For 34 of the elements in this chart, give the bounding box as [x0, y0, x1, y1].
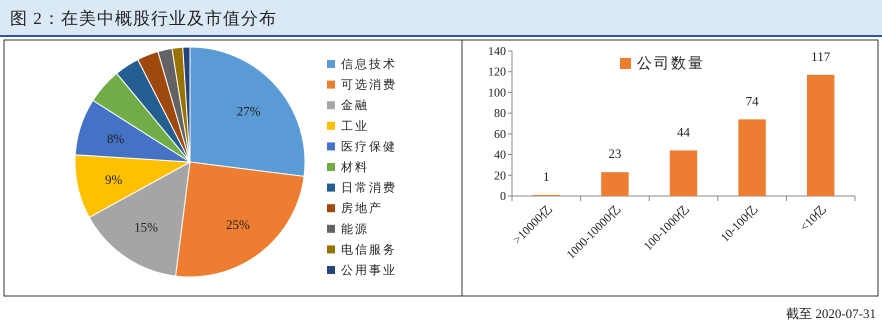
legend-label: 公司数量	[637, 55, 705, 72]
chart-title: 图 2：在美中概股行业及市值分布	[10, 9, 277, 28]
y-tick-label: 40	[494, 148, 506, 162]
data-label: 9%	[105, 172, 123, 188]
data-label: 15%	[134, 220, 158, 235]
legend-label: 能源	[341, 222, 369, 236]
legend-label: 日常消费	[341, 180, 397, 195]
legend-label: 可选消费	[341, 78, 397, 92]
y-tick-label: 120	[488, 64, 506, 79]
y-tick-label: 20	[494, 168, 506, 182]
legend-label: 金融	[341, 98, 369, 112]
data-label: 44	[677, 124, 690, 140]
data-label: 74	[746, 93, 760, 108]
y-tick-label: 0	[500, 189, 506, 203]
legend-label: 工业	[341, 118, 369, 133]
data-label: 1	[543, 168, 550, 184]
legend: 公司数量	[620, 56, 705, 72]
x-tick-label: <10亿	[797, 202, 829, 234]
data-label: 8%	[106, 130, 124, 146]
y-tick-label: 140	[488, 44, 506, 58]
data-label: 25%	[226, 216, 250, 232]
y-tick-label: 80	[494, 106, 506, 120]
y-tick-label: 100	[488, 85, 506, 100]
y-tick-label: 60	[494, 126, 506, 141]
text: 截至 2020-07-31	[786, 306, 876, 321]
data-label: 117	[811, 48, 831, 64]
legend-label: 医疗保健	[341, 139, 397, 154]
legend-label: 信息技术	[341, 57, 397, 71]
legend-label: 电信服务	[341, 242, 397, 256]
legend-label: 房地产	[341, 201, 383, 216]
data-label: 27%	[236, 103, 261, 118]
legend-label: 公用事业	[341, 263, 397, 277]
data-label: 23	[608, 146, 622, 162]
legend-label: 材料	[340, 160, 369, 174]
